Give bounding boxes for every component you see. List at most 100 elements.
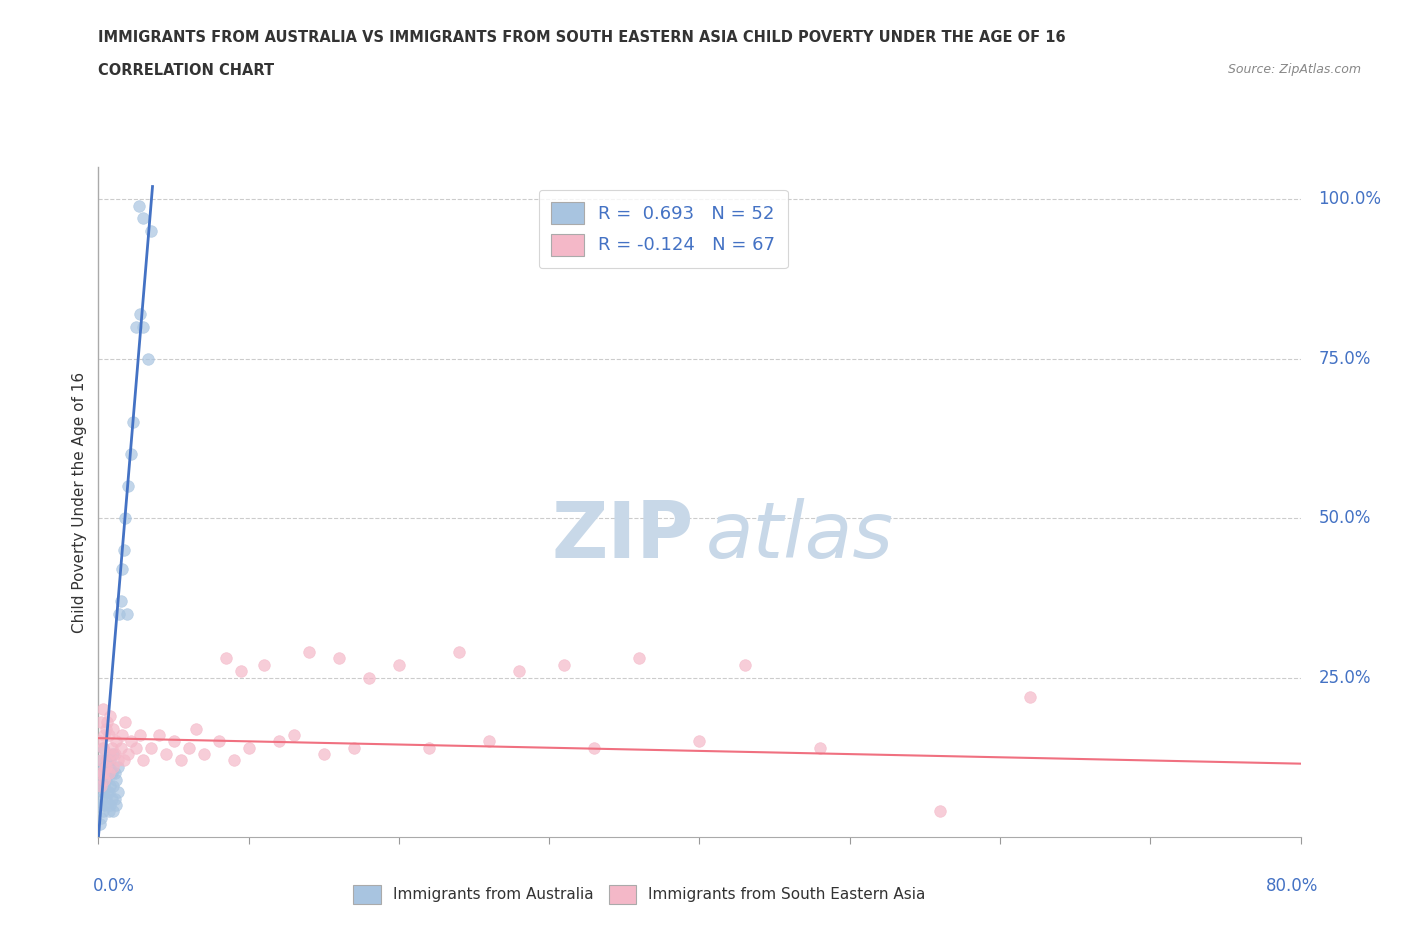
Text: 100.0%: 100.0%: [1319, 191, 1382, 208]
Point: [100, 709, 122, 724]
Point: [96, 753, 118, 768]
Point: [115, 606, 138, 621]
Point: [222, 753, 245, 768]
Point: [253, 658, 276, 672]
Text: CORRELATION CHART: CORRELATION CHART: [98, 63, 274, 78]
Point: [121, 734, 143, 749]
Point: [553, 658, 575, 672]
Point: [508, 664, 530, 679]
Point: [343, 740, 366, 755]
Point: [90, 753, 112, 768]
Y-axis label: Child Poverty Under the Age of 16: Child Poverty Under the Age of 16: [72, 372, 87, 632]
Point: [114, 511, 136, 525]
Point: [107, 760, 129, 775]
Point: [90, 753, 112, 768]
Point: [132, 319, 155, 334]
Point: [90, 791, 112, 806]
Point: [583, 740, 606, 755]
Point: [101, 791, 124, 806]
Point: [357, 671, 380, 685]
Point: [478, 734, 501, 749]
Point: [125, 319, 148, 334]
Point: [89, 778, 111, 793]
Point: [121, 447, 143, 462]
Point: [125, 740, 148, 755]
Text: 75.0%: 75.0%: [1319, 350, 1371, 367]
Point: [447, 644, 470, 659]
Point: [111, 562, 134, 577]
Text: atlas: atlas: [706, 498, 893, 574]
Point: [94, 721, 117, 736]
Point: [808, 740, 831, 755]
Point: [129, 307, 152, 322]
Point: [93, 778, 115, 793]
Point: [91, 765, 114, 780]
Point: [132, 211, 155, 226]
Point: [136, 352, 159, 366]
Point: [101, 765, 124, 780]
Point: [105, 798, 128, 813]
Point: [177, 740, 200, 755]
Point: [105, 772, 128, 787]
Point: [94, 753, 117, 768]
Point: [208, 734, 231, 749]
Point: [418, 740, 440, 755]
Point: [267, 734, 290, 749]
Point: [117, 479, 139, 494]
Point: [100, 753, 122, 768]
Point: [89, 817, 111, 831]
Point: [97, 804, 120, 819]
Point: [91, 740, 114, 755]
Point: [312, 747, 335, 762]
Point: [104, 765, 127, 780]
Point: [100, 778, 122, 793]
Point: [328, 651, 350, 666]
Point: [155, 747, 177, 762]
Point: [103, 721, 125, 736]
Point: [117, 747, 139, 762]
Point: [184, 721, 207, 736]
Point: [132, 753, 155, 768]
Point: [238, 740, 260, 755]
Text: IMMIGRANTS FROM AUSTRALIA VS IMMIGRANTS FROM SOUTH EASTERN ASIA CHILD POVERTY UN: IMMIGRANTS FROM AUSTRALIA VS IMMIGRANTS …: [98, 30, 1066, 45]
Point: [110, 740, 132, 755]
Point: [91, 740, 114, 755]
Point: [97, 727, 120, 742]
Point: [97, 765, 120, 780]
Point: [1019, 689, 1042, 704]
Text: 50.0%: 50.0%: [1319, 509, 1371, 527]
Point: [231, 664, 253, 679]
Point: [122, 415, 145, 430]
Point: [90, 810, 112, 825]
Point: [89, 765, 111, 780]
Text: Source: ZipAtlas.com: Source: ZipAtlas.com: [1227, 63, 1361, 76]
Point: [388, 658, 411, 672]
Point: [108, 606, 131, 621]
Point: [91, 765, 114, 780]
Point: [96, 785, 118, 800]
Point: [91, 702, 114, 717]
Point: [93, 760, 115, 775]
Point: [929, 804, 952, 819]
Point: [107, 785, 129, 800]
Point: [103, 778, 125, 793]
Point: [100, 747, 122, 762]
Point: [170, 753, 193, 768]
Point: [91, 804, 114, 819]
Text: 25.0%: 25.0%: [1319, 669, 1371, 686]
Point: [129, 727, 152, 742]
Point: [100, 798, 122, 813]
Point: [91, 785, 114, 800]
Point: [628, 651, 651, 666]
Point: [94, 791, 117, 806]
Point: [107, 753, 129, 768]
Legend: Immigrants from Australia, Immigrants from South Eastern Asia: Immigrants from Australia, Immigrants fr…: [347, 879, 932, 910]
Point: [89, 798, 111, 813]
Point: [110, 593, 132, 608]
Point: [139, 224, 162, 239]
Point: [97, 760, 120, 775]
Text: 80.0%: 80.0%: [1267, 877, 1319, 896]
Point: [104, 791, 127, 806]
Point: [148, 727, 170, 742]
Point: [103, 760, 125, 775]
